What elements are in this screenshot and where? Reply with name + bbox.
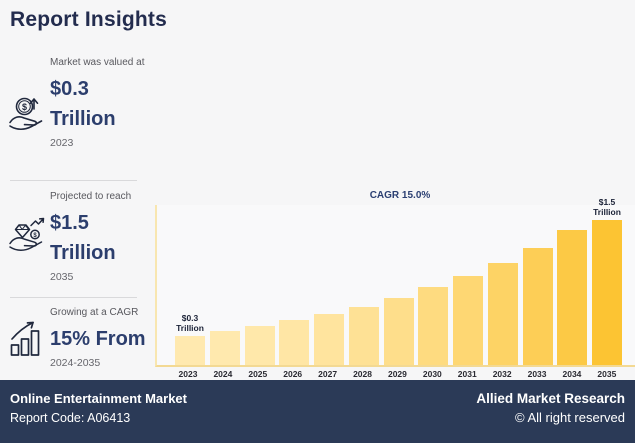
bar-column-2023: $0.3 Trillion <box>175 205 205 365</box>
footer: Online Entertainment Market Report Code:… <box>0 380 635 443</box>
bar-2035: $1.5 Trillion <box>592 197 622 365</box>
stat-market-value: $ Market was valued at $0.3 Trillion 202… <box>8 56 150 149</box>
x-tick-2033: 2033 <box>527 369 547 379</box>
bar-2033 <box>522 248 553 365</box>
bar-2030 <box>418 287 449 365</box>
footer-report-code: Report Code: A06413 <box>10 411 131 425</box>
stat-text: Growing at a CAGR 15% From 2024-2035 <box>50 306 150 369</box>
stat-period: 2035 <box>50 270 74 283</box>
bar-column-2031 <box>453 205 483 365</box>
x-tick-2030: 2030 <box>422 369 442 379</box>
footer-right: Allied Market Research © All right reser… <box>476 391 625 443</box>
stat-value: $1.5 Trillion <box>50 211 116 264</box>
svg-text:$: $ <box>22 102 27 112</box>
svg-text:$: $ <box>33 233 37 239</box>
cagr-annotation: CAGR 15.0% <box>369 190 431 201</box>
bar-column-2032 <box>487 205 518 365</box>
footer-brand: Allied Market Research <box>476 391 625 406</box>
x-tick-2024: 2024 <box>213 369 233 379</box>
bar-2025 <box>244 326 275 365</box>
x-tick-2034: 2034 <box>562 369 582 379</box>
x-tick-2027: 2027 <box>318 369 338 379</box>
stat-text: Market was valued at $0.3 Trillion 2023 <box>50 56 150 149</box>
stat-projection: $ Projected to reach $1.5 Trillion 2035 <box>8 190 150 283</box>
bar-column-2030 <box>418 205 449 365</box>
bar-value-label-2035: $1.5 Trillion <box>593 196 621 217</box>
bar-column-2034 <box>557 205 588 365</box>
bar-column-2025 <box>244 205 275 365</box>
bar-2024 <box>209 331 240 365</box>
footer-left: Online Entertainment Market Report Code:… <box>10 391 187 443</box>
divider <box>10 180 137 181</box>
market-growth-bar-chart: CAGR 15.0% $0.3 Trillion $1.5 Trillion 2023… <box>155 185 635 380</box>
stat-label: Projected to reach <box>50 191 132 202</box>
bar-2031 <box>453 276 483 365</box>
stat-period: 2024-2035 <box>50 356 101 369</box>
footer-market-title: Online Entertainment Market <box>10 391 187 406</box>
bar-column-2028 <box>348 205 379 365</box>
bar-value-label-2023: $0.3 Trillion <box>176 312 204 333</box>
bar-column-2035: $1.5 Trillion <box>592 197 622 365</box>
chart-plot: $0.3 Trillion $1.5 Trillion <box>155 197 635 367</box>
bar-column-2027 <box>314 205 344 365</box>
stat-text: Projected to reach $1.5 Trillion 2035 <box>50 190 150 283</box>
bar-2029 <box>383 298 414 365</box>
x-tick-2031: 2031 <box>457 369 477 379</box>
page-title: Report Insights <box>10 8 168 31</box>
bar-column-2033 <box>522 205 553 365</box>
bar-2028 <box>348 307 379 365</box>
divider <box>10 297 137 298</box>
x-tick-2023: 2023 <box>178 369 198 379</box>
bar-2023: $0.3 Trillion <box>175 313 205 365</box>
bar-column-2026 <box>279 205 310 365</box>
x-tick-2029: 2029 <box>387 369 407 379</box>
bar-column-2024 <box>209 205 240 365</box>
chart-x-axis: 2023 2024 2025 2026 2027 2028 2029 2030 2031 2032… <box>155 369 635 379</box>
bar-2027 <box>314 314 344 365</box>
stat-value: $0.3 Trillion <box>50 77 116 130</box>
x-tick-2028: 2028 <box>353 369 372 379</box>
footer-rights: © All right reserved <box>514 410 625 425</box>
stat-label: Growing at a CAGR <box>50 307 139 318</box>
stats-sidebar: $ Market was valued at $0.3 Trillion 202… <box>0 0 152 380</box>
stat-value: 15% From <box>50 327 146 350</box>
x-tick-2026: 2026 <box>283 369 303 379</box>
hand-diamond-rise-icon: $ <box>8 213 48 253</box>
growth-bars-icon <box>8 318 48 358</box>
x-tick-2032: 2032 <box>492 369 512 379</box>
stat-period: 2023 <box>50 136 74 149</box>
x-tick-2035: 2035 <box>597 369 617 379</box>
bar-2032 <box>487 263 518 365</box>
stat-label: Market was valued at <box>50 57 145 68</box>
stat-cagr: Growing at a CAGR 15% From 2024-2035 <box>8 306 150 369</box>
x-tick-2025: 2025 <box>248 369 268 379</box>
bar-2034 <box>557 230 588 365</box>
bar-2026 <box>279 320 310 365</box>
bar-column-2029 <box>383 205 414 365</box>
hand-coin-rise-icon: $ <box>8 92 48 132</box>
